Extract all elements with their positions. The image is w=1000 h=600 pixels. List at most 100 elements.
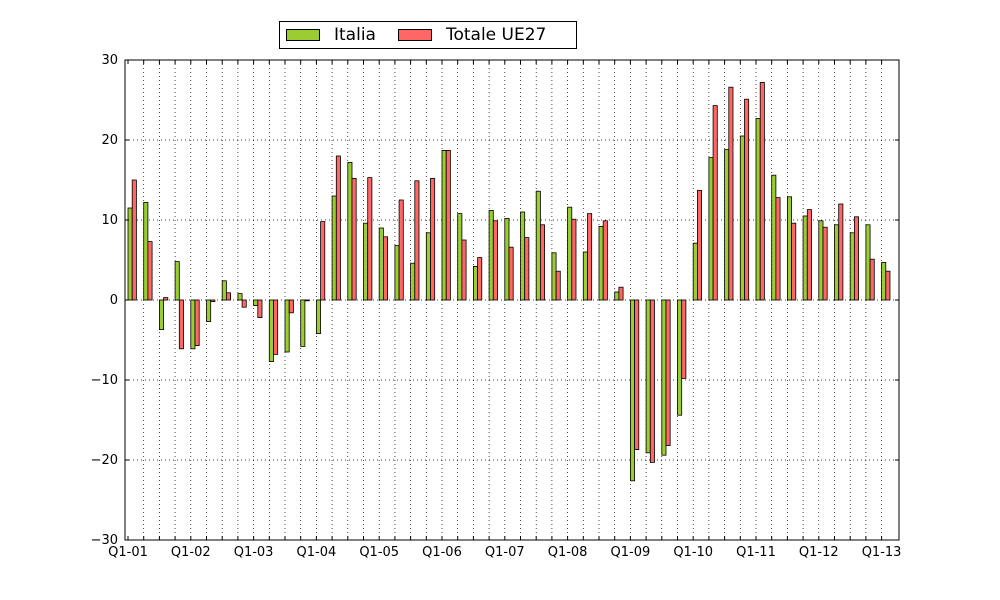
legend-swatch-italia bbox=[286, 29, 320, 41]
bar-ue27 bbox=[838, 203, 844, 301]
bar-italia bbox=[661, 299, 667, 456]
bars-layer bbox=[127, 82, 891, 482]
legend-label-ue27: Totale UE27 bbox=[445, 25, 547, 45]
bar-italia bbox=[818, 220, 824, 301]
bar-ue27 bbox=[131, 179, 137, 301]
bar-ue27 bbox=[320, 221, 326, 301]
bar-italia bbox=[567, 206, 573, 301]
x-tick-label: Q1-12 bbox=[799, 545, 839, 560]
bar-ue27 bbox=[335, 155, 341, 301]
y-tick-label: −30 bbox=[91, 533, 118, 548]
bar-ue27 bbox=[382, 236, 388, 301]
bar-ue27 bbox=[430, 177, 436, 301]
bar-italia bbox=[363, 222, 369, 301]
bar-ue27 bbox=[225, 292, 231, 301]
legend-item-italia: Italia bbox=[286, 25, 376, 45]
bar-ue27 bbox=[241, 299, 247, 308]
bar-ue27 bbox=[257, 299, 263, 319]
y-tick-label: −10 bbox=[91, 373, 118, 388]
bar-ue27 bbox=[163, 297, 169, 301]
bar-ue27 bbox=[461, 239, 467, 301]
bar-ue27 bbox=[273, 299, 279, 355]
bar-italia bbox=[551, 252, 557, 301]
bar-ue27 bbox=[398, 199, 404, 301]
bar-ue27 bbox=[351, 177, 357, 301]
bar-ue27 bbox=[712, 105, 718, 301]
bar-italia bbox=[692, 242, 698, 301]
bar-ue27 bbox=[477, 257, 483, 301]
x-tick-label: Q1-09 bbox=[611, 545, 651, 560]
x-tick-label: Q1-08 bbox=[548, 545, 588, 560]
bar-ue27 bbox=[806, 209, 812, 301]
bar-italia bbox=[425, 232, 431, 301]
bar-italia bbox=[394, 245, 400, 301]
bar-italia bbox=[849, 232, 855, 301]
bar-ue27 bbox=[775, 197, 781, 301]
bar-ue27 bbox=[304, 299, 310, 302]
bar-italia bbox=[174, 261, 180, 301]
bar-italia bbox=[504, 217, 510, 301]
legend-label-italia: Italia bbox=[334, 25, 376, 45]
bar-italia bbox=[127, 207, 133, 301]
bar-italia bbox=[582, 251, 588, 301]
bar-italia bbox=[190, 299, 196, 350]
legend-swatch-ue27 bbox=[397, 29, 432, 41]
bar-ue27 bbox=[508, 246, 514, 301]
bar-italia bbox=[834, 224, 840, 301]
bar-ue27 bbox=[587, 213, 593, 301]
bar-italia bbox=[771, 174, 777, 301]
bar-italia bbox=[315, 299, 321, 334]
bar-ue27 bbox=[681, 299, 687, 379]
bar-ue27 bbox=[869, 258, 875, 301]
bar-ue27 bbox=[524, 237, 530, 301]
x-tick-label: Q1-01 bbox=[108, 545, 148, 560]
bar-italia bbox=[331, 195, 337, 301]
bar-italia bbox=[457, 213, 463, 301]
bar-ue27 bbox=[696, 189, 702, 301]
bar-italia bbox=[441, 149, 447, 301]
bar-ue27 bbox=[539, 224, 545, 301]
x-tick-label: Q1-06 bbox=[422, 545, 462, 560]
bar-ue27 bbox=[665, 299, 671, 447]
bar-italia bbox=[802, 215, 808, 301]
legend: Italia Totale UE27 bbox=[279, 21, 577, 49]
bar-italia bbox=[472, 265, 478, 301]
y-tick-label: −20 bbox=[91, 453, 118, 468]
bar-ue27 bbox=[178, 299, 184, 350]
bar-italia bbox=[284, 299, 290, 353]
bar-italia bbox=[614, 291, 620, 301]
bar-italia bbox=[347, 161, 353, 301]
bar-italia bbox=[143, 201, 149, 301]
bar-ue27 bbox=[744, 98, 750, 301]
bar-ue27 bbox=[414, 180, 420, 301]
x-tick-label: Q1-02 bbox=[171, 545, 211, 560]
bar-italia bbox=[865, 224, 871, 301]
bar-ue27 bbox=[210, 299, 216, 303]
bar-italia bbox=[520, 211, 526, 301]
x-tick-label: Q1-11 bbox=[736, 545, 776, 560]
bar-ue27 bbox=[288, 299, 294, 314]
bar-ue27 bbox=[147, 241, 153, 301]
bar-ue27 bbox=[367, 177, 373, 301]
bar-italia bbox=[410, 262, 416, 301]
bar-italia bbox=[300, 299, 306, 347]
bar-italia bbox=[535, 190, 541, 301]
ticks-layer: −30 −20 −10 0 10 20 30 Q1-01 Q1-02 Q1-03 Q1-04 Q1-0… bbox=[91, 53, 902, 560]
bar-ue27 bbox=[759, 82, 765, 301]
bar-italia bbox=[739, 135, 745, 301]
y-tick-label: 10 bbox=[101, 213, 118, 228]
bar-italia bbox=[677, 299, 683, 416]
x-tick-label: Q1-03 bbox=[234, 545, 274, 560]
bar-ue27 bbox=[728, 86, 734, 301]
y-tick-label: 20 bbox=[101, 133, 118, 148]
bar-italia bbox=[221, 280, 227, 301]
bar-italia bbox=[755, 118, 761, 301]
bar-ue27 bbox=[602, 220, 608, 301]
bar-ue27 bbox=[492, 220, 498, 301]
bar-italia bbox=[786, 196, 792, 301]
x-tick-label: Q1-10 bbox=[673, 545, 713, 560]
bar-italia bbox=[158, 299, 164, 331]
x-tick-label: Q1-13 bbox=[862, 545, 902, 560]
bar-ue27 bbox=[194, 299, 200, 346]
